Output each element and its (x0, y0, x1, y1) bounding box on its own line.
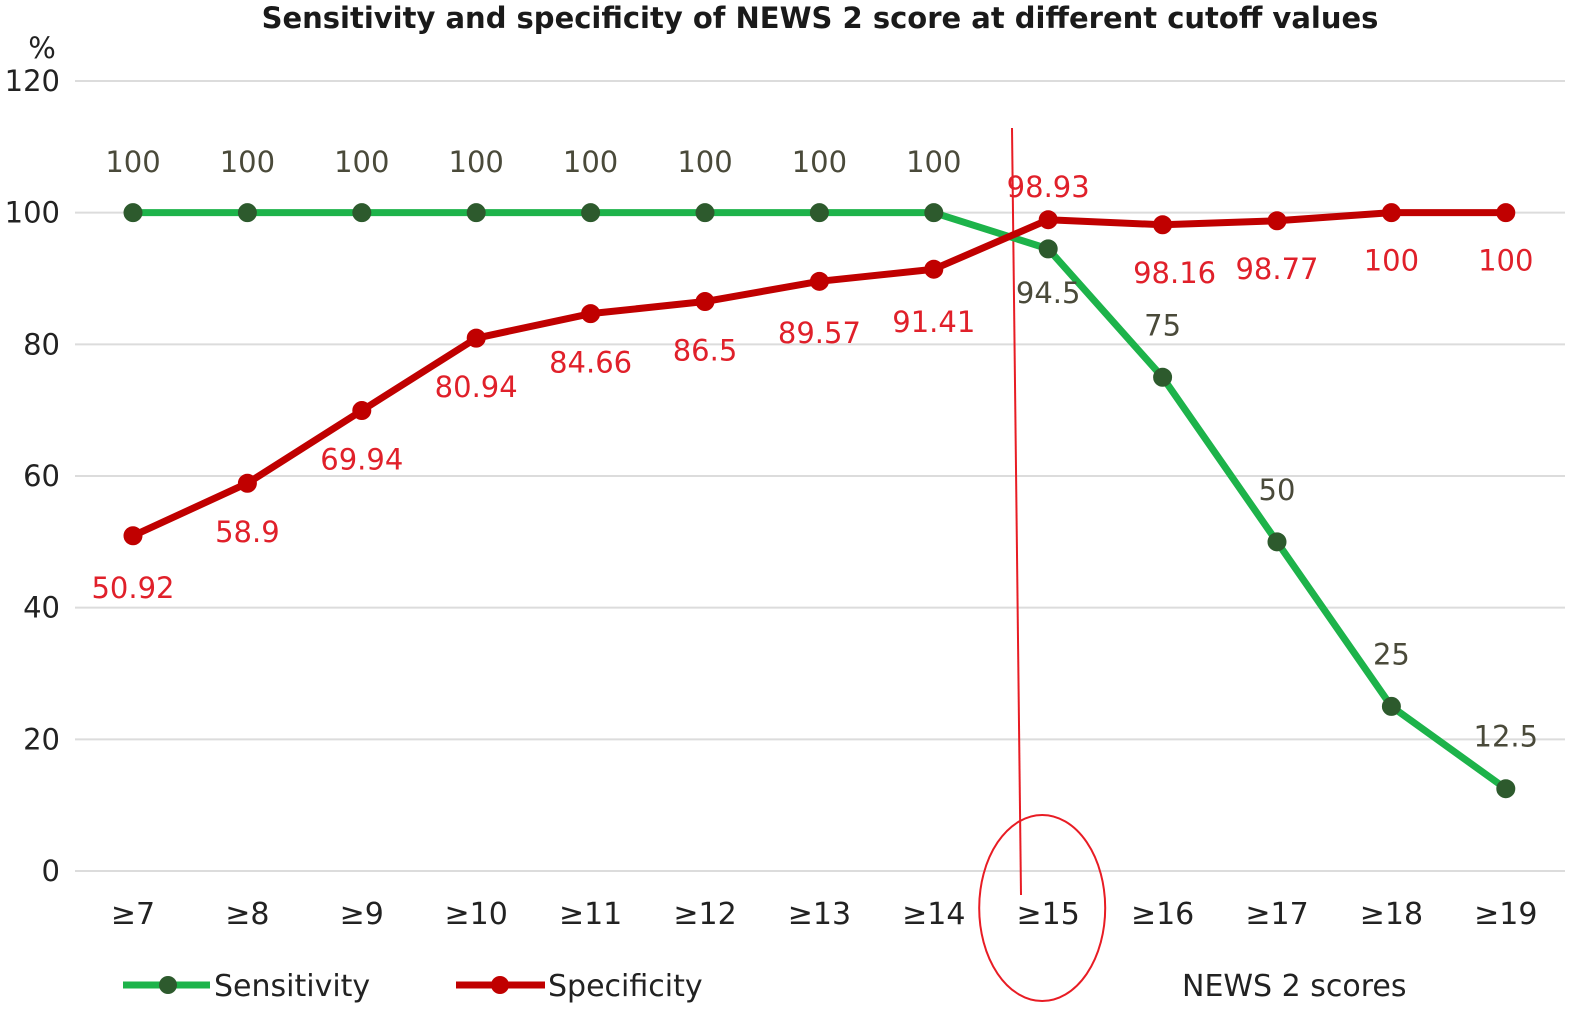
specificity-data-labels: 50.92 58.9 69.94 80.94 84.66 86.5 89.57 91.41 98… (91, 170, 1533, 605)
specificity-data-label: 69.94 (320, 443, 403, 477)
sensitivity-point (581, 203, 601, 223)
x-tick-label: ≥16 (1131, 897, 1194, 932)
x-tick-label: ≥8 (225, 897, 269, 932)
x-tick-label: ≥14 (902, 897, 965, 932)
specificity-data-label: 86.5 (673, 334, 738, 368)
sensitivity-point (1381, 696, 1401, 716)
y-tick-label: 100 (5, 196, 60, 230)
sensitivity-data-label: 25 (1373, 637, 1410, 671)
y-tick-label: 40 (23, 591, 60, 625)
sensitivity-data-label: 100 (563, 145, 618, 179)
y-tick-label: 0 (42, 854, 60, 888)
x-tick-label: ≥10 (445, 897, 508, 932)
sensitivity-point (809, 203, 829, 223)
sensitivity-data-label: 50 (1259, 473, 1296, 507)
legend-sensitivity-marker (159, 976, 177, 994)
sensitivity-point (123, 203, 143, 223)
x-axis-ticks: ≥7 ≥8 ≥9 ≥10 ≥11 ≥12 ≥13 ≥14 ≥15 ≥16 ≥17 ≥18 ≥19 (111, 897, 1538, 932)
specificity-point (1267, 211, 1287, 231)
x-tick-label: ≥11 (559, 897, 622, 932)
x-tick-label: ≥12 (673, 897, 736, 932)
sensitivity-point (237, 203, 257, 223)
sensitivity-point (695, 203, 715, 223)
specificity-point (466, 328, 486, 348)
specificity-point (1038, 210, 1058, 230)
sensitivity-point (352, 203, 372, 223)
specificity-data-label: 100 (1478, 244, 1533, 278)
specificity-data-label: 84.66 (549, 346, 632, 380)
sensitivity-data-label: 12.5 (1474, 720, 1539, 754)
y-axis-unit-label: % (28, 31, 56, 65)
legend-specificity-label: Specificity (548, 969, 703, 1004)
sensitivity-series (123, 203, 1516, 799)
x-axis-title: NEWS 2 scores (1182, 969, 1407, 1004)
sensitivity-data-label: 100 (334, 145, 389, 179)
sensitivity-point (466, 203, 486, 223)
specificity-point (809, 271, 829, 291)
specificity-point (1381, 203, 1401, 223)
specificity-point (1496, 203, 1516, 223)
cutoff-line (1011, 127, 1022, 896)
specificity-data-label: 50.92 (91, 571, 174, 605)
specificity-point (695, 292, 715, 312)
sensitivity-point (1153, 367, 1173, 387)
specificity-point (1153, 215, 1173, 235)
legend: Sensitivity Specificity (123, 969, 703, 1004)
x-tick-label: ≥9 (340, 897, 384, 932)
sensitivity-line (133, 209, 1508, 792)
x-tick-label: ≥13 (788, 897, 851, 932)
specificity-point (352, 401, 372, 421)
y-axis-ticks: 0 20 40 60 80 100 120 (5, 64, 60, 888)
sensitivity-data-label: 100 (449, 145, 504, 179)
sensitivity-point (1496, 779, 1516, 799)
sensitivity-data-labels: 100 100 100 100 100 100 100 100 94.5 75 50 25 12.5 (105, 145, 1538, 754)
specificity-data-label: 58.9 (215, 515, 280, 549)
cutoff-circle (978, 814, 1107, 1002)
x-tick-label: ≥7 (111, 897, 155, 932)
cutoff-highlight (978, 127, 1107, 1002)
sensitivity-data-label: 100 (677, 145, 732, 179)
sensitivity-data-label: 75 (1144, 308, 1181, 342)
specificity-point (581, 304, 601, 324)
specificity-data-label: 89.57 (778, 316, 861, 350)
legend-specificity-marker (491, 976, 509, 994)
specificity-series (123, 203, 1516, 546)
sensitivity-data-label: 100 (906, 145, 961, 179)
specificity-point (237, 473, 257, 493)
x-tick-label: ≥19 (1474, 897, 1537, 932)
sensitivity-data-label: 100 (105, 145, 160, 179)
specificity-data-label: 98.77 (1235, 252, 1318, 286)
specificity-data-label: 80.94 (435, 370, 518, 404)
grid-lines (75, 80, 1565, 872)
sensitivity-data-label: 94.5 (1016, 276, 1081, 310)
specificity-data-label: 98.16 (1133, 256, 1216, 290)
sensitivity-point (924, 203, 944, 223)
x-tick-label: ≥17 (1245, 897, 1308, 932)
chart-title: Sensitivity and specificity of NEWS 2 sc… (261, 1, 1379, 35)
sensitivity-data-label: 100 (220, 145, 275, 179)
sensitivity-point (1267, 532, 1287, 552)
specificity-point (924, 259, 944, 279)
y-tick-label: 20 (23, 722, 60, 756)
y-tick-label: 80 (23, 327, 60, 361)
sensitivity-data-label: 100 (792, 145, 847, 179)
y-tick-label: 60 (23, 459, 60, 493)
sensitivity-point (1038, 239, 1058, 259)
specificity-data-label: 100 (1364, 244, 1419, 278)
specificity-data-label: 91.41 (892, 305, 975, 339)
specificity-data-label: 98.93 (1007, 170, 1090, 204)
specificity-point (123, 526, 143, 546)
y-tick-label: 120 (5, 64, 60, 98)
x-tick-label: ≥18 (1360, 897, 1423, 932)
legend-sensitivity-label: Sensitivity (214, 969, 370, 1004)
x-tick-label: ≥15 (1017, 897, 1080, 932)
